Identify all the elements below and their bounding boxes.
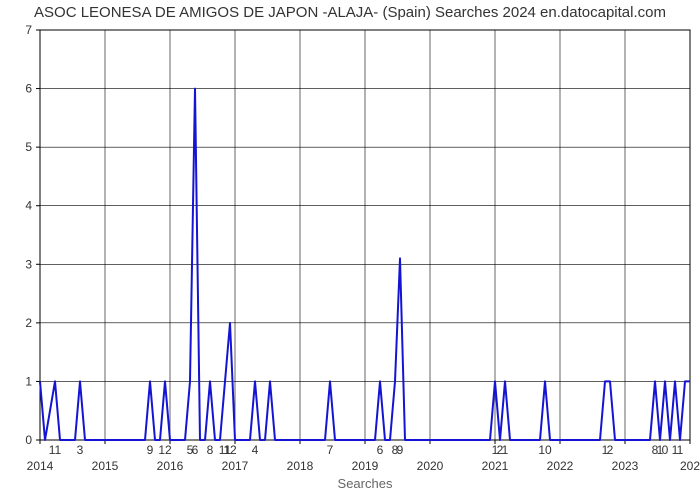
- chart-container: ASOC LEONESA DE AMIGOS DE JAPON -ALAJA- …: [0, 0, 700, 500]
- searches-line-chart: 0123456711391256811124768912110128101120…: [0, 0, 700, 500]
- svg-text:202: 202: [680, 459, 700, 473]
- svg-text:8: 8: [207, 443, 214, 457]
- svg-text:4: 4: [252, 443, 259, 457]
- svg-text:2016: 2016: [157, 459, 184, 473]
- svg-text:12: 12: [223, 443, 237, 457]
- svg-text:2017: 2017: [222, 459, 249, 473]
- svg-text:10: 10: [538, 443, 552, 457]
- svg-text:Searches: Searches: [338, 476, 393, 491]
- svg-text:2023: 2023: [612, 459, 639, 473]
- svg-text:9: 9: [147, 443, 154, 457]
- svg-text:2015: 2015: [92, 459, 119, 473]
- svg-text:6: 6: [25, 82, 32, 96]
- svg-text:6: 6: [377, 443, 384, 457]
- svg-text:0: 0: [662, 443, 669, 457]
- svg-text:12: 12: [158, 443, 172, 457]
- svg-text:2018: 2018: [287, 459, 314, 473]
- svg-text:7: 7: [25, 23, 32, 37]
- svg-text:2: 2: [607, 443, 614, 457]
- svg-text:0: 0: [25, 433, 32, 447]
- svg-text:3: 3: [25, 257, 32, 271]
- svg-text:5: 5: [25, 140, 32, 154]
- svg-text:2020: 2020: [417, 459, 444, 473]
- svg-text:1: 1: [677, 443, 684, 457]
- svg-text:1: 1: [502, 443, 509, 457]
- svg-text:4: 4: [25, 199, 32, 213]
- svg-text:1: 1: [25, 374, 32, 388]
- svg-text:9: 9: [397, 443, 404, 457]
- svg-text:2021: 2021: [482, 459, 509, 473]
- svg-text:3: 3: [77, 443, 84, 457]
- svg-text:6: 6: [192, 443, 199, 457]
- svg-text:2014: 2014: [27, 459, 54, 473]
- svg-text:7: 7: [327, 443, 334, 457]
- svg-text:2019: 2019: [352, 459, 379, 473]
- svg-text:2022: 2022: [547, 459, 574, 473]
- svg-text:11: 11: [49, 443, 62, 457]
- svg-text:2: 2: [25, 316, 32, 330]
